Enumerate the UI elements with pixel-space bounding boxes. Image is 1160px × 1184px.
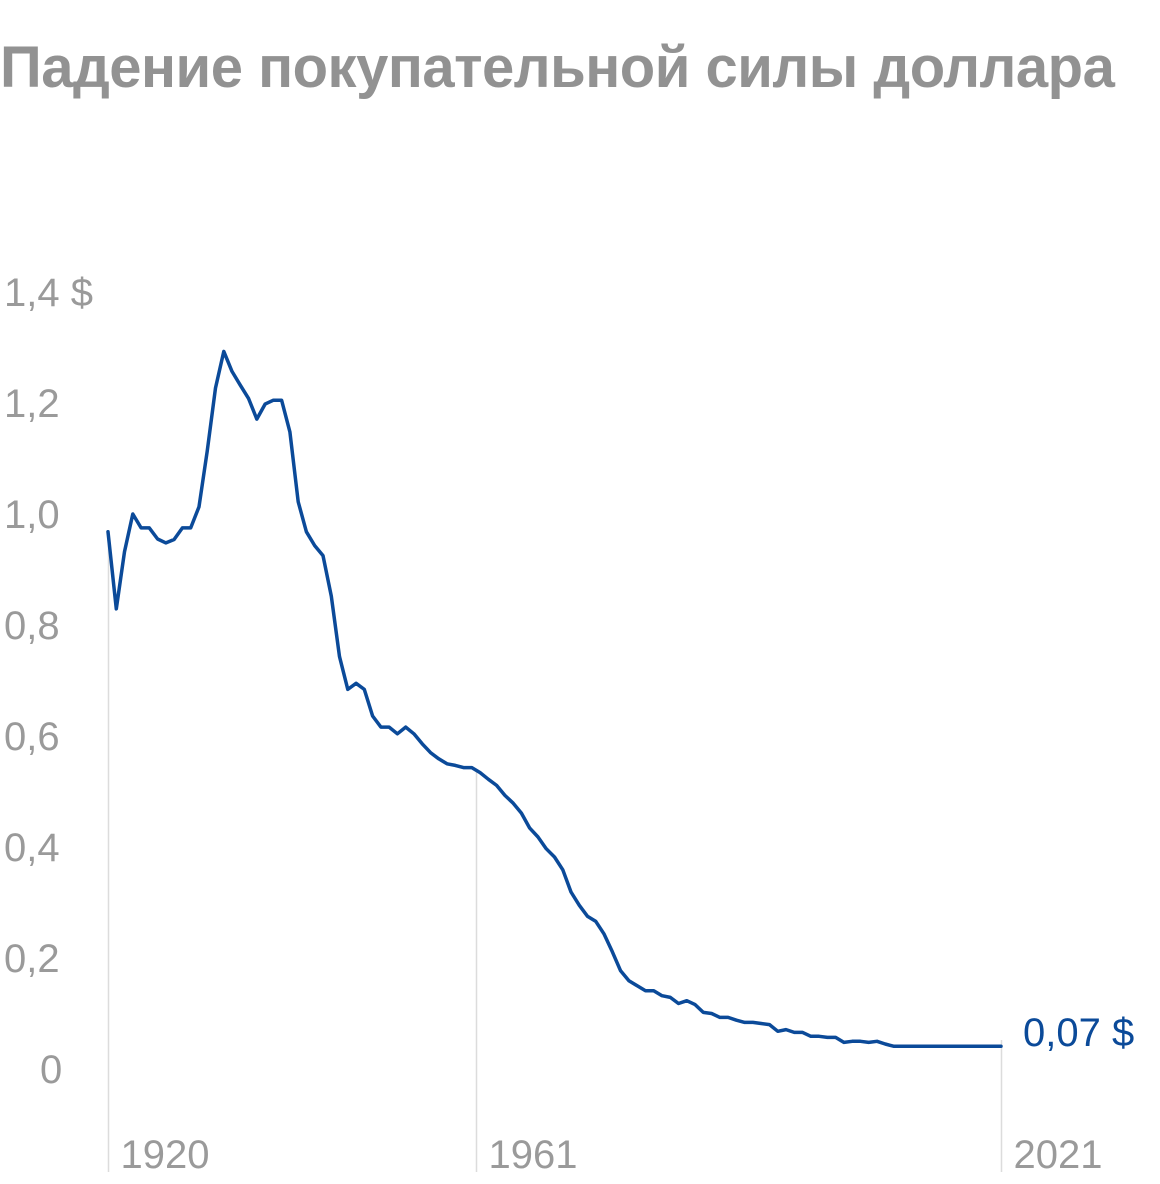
x-axis: 1920 1961 2021 [121, 1133, 1103, 1177]
y-tick-label: 0,4 [4, 826, 60, 870]
series-group [106, 349, 1003, 1048]
x-tick-label: 1961 [489, 1133, 578, 1177]
y-tick-label: 0,2 [4, 937, 60, 981]
y-tick-label: 0 [40, 1048, 62, 1092]
chart-title: Падение покупательной силы доллара [0, 35, 1115, 100]
y-tick-label: 0,6 [4, 715, 60, 759]
y-tick-label: 0,8 [4, 604, 60, 648]
y-tick-label: 1,4 $ [4, 271, 93, 315]
y-axis: 1,4 $ 1,2 1,0 0,8 0,6 0,4 0,2 0 [4, 271, 93, 1092]
x-gridlines [107, 530, 1003, 1172]
x-tick-label: 1920 [121, 1133, 210, 1177]
y-tick-label: 1,0 [4, 493, 60, 537]
x-tick-label: 2021 [1014, 1133, 1103, 1177]
series-line [106, 349, 1003, 1048]
y-tick-label: 1,2 [4, 382, 60, 426]
end-value-label: 0,07 $ [1023, 1011, 1134, 1055]
